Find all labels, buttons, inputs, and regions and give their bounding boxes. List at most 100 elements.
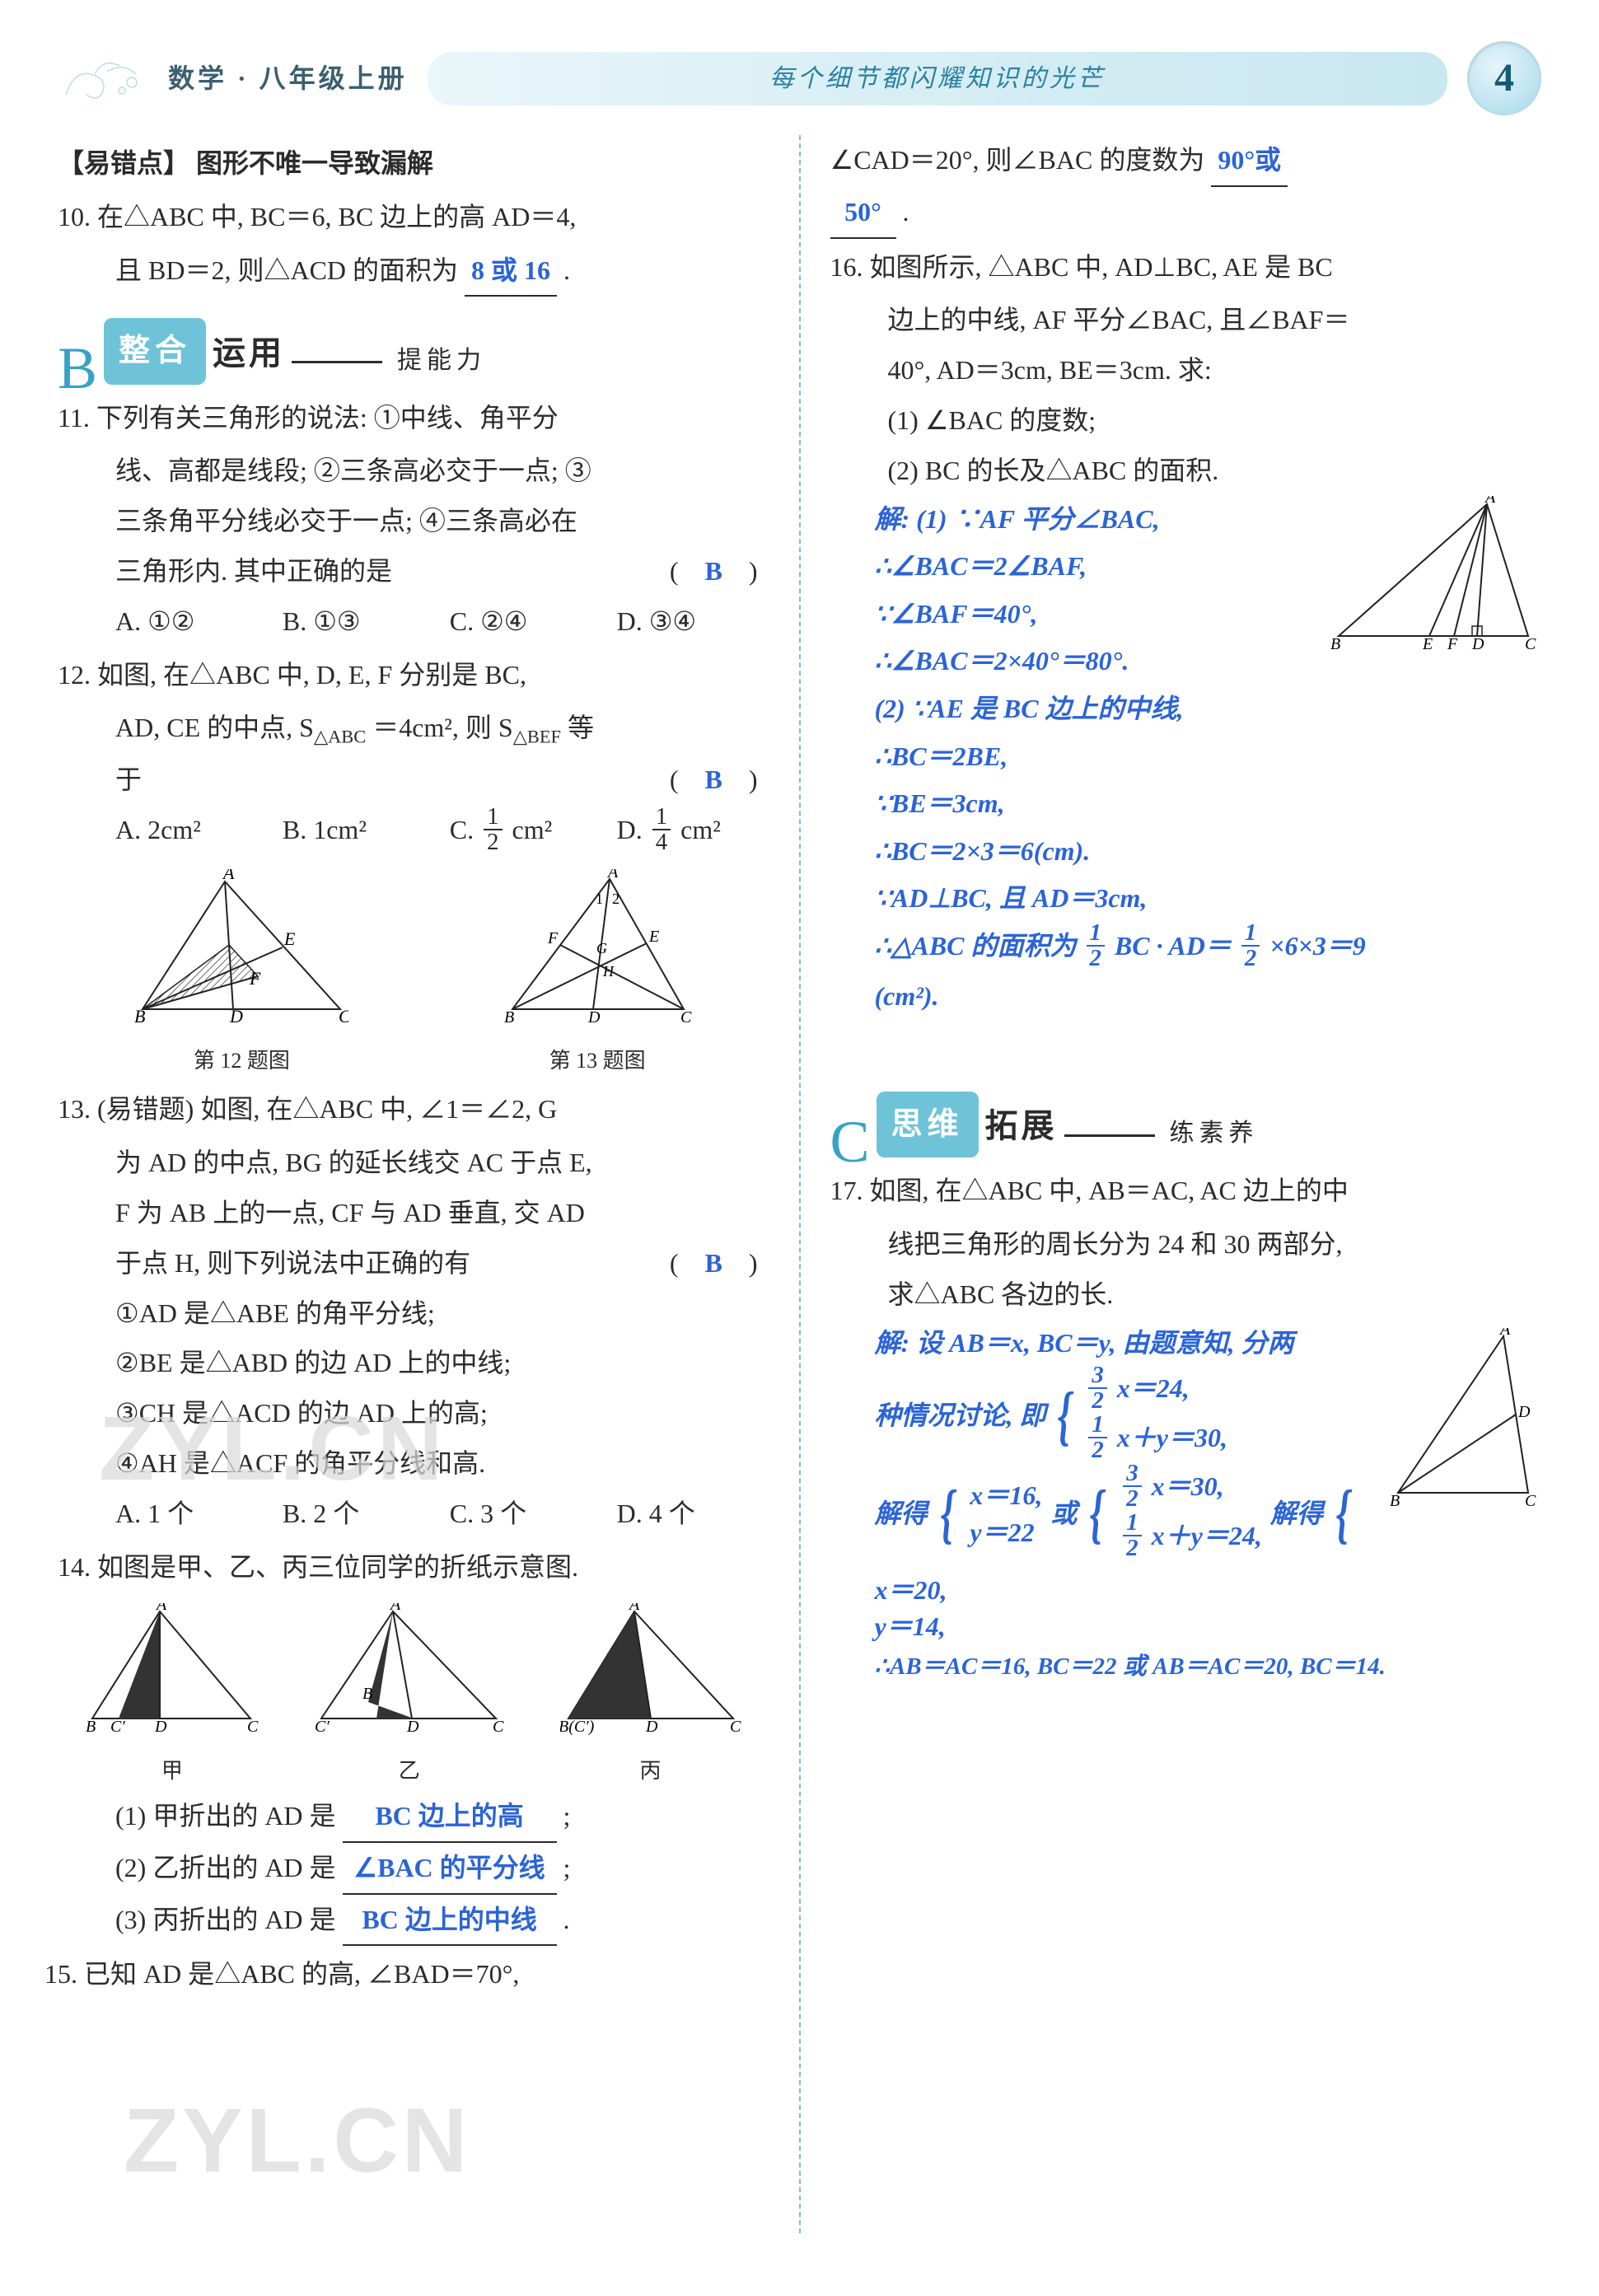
- svg-text:C: C: [1525, 1492, 1536, 1509]
- error-title: 图形不唯一导致漏解: [196, 148, 433, 178]
- svg-text:B(C′): B(C′): [560, 1718, 595, 1735]
- section-b-badge: 整合: [104, 318, 206, 384]
- q11-optD: D. ③④: [617, 596, 769, 647]
- fig17: A D B C: [1388, 1328, 1536, 1526]
- q12-l2: AD, CE 的中点, S△ABC ＝4cm², 则 S△BEF 等: [58, 703, 769, 755]
- s16a-d1: 2: [1087, 947, 1105, 970]
- q11-l2: 线、高都是线段; ②三条高必交于一点; ③: [58, 446, 769, 496]
- q12-optB: B. 1cm²: [283, 805, 435, 857]
- c2l2n: 1: [1123, 1511, 1141, 1536]
- q17-l3: 求△ABC 各边的长.: [830, 1270, 1542, 1320]
- svg-text:B: B: [1390, 1492, 1400, 1509]
- s16a-b: BC · AD＝: [1115, 931, 1232, 961]
- q13-l3: F 为 AB 上的一点, CF 与 AD 垂直, 交 AD: [58, 1188, 769, 1238]
- svg-text:A: A: [155, 1603, 167, 1614]
- q10-line2: 且 BD＝2, 则△ACD 的面积为 8 或 16 .: [58, 245, 769, 297]
- q16-l4: (1) ∠BAC 的度数;: [830, 395, 1542, 446]
- page-number: 4: [1467, 41, 1541, 115]
- svg-text:C: C: [493, 1718, 504, 1735]
- q14-1b: ;: [563, 1801, 571, 1831]
- c2l2t: x＋y＝24,: [1152, 1521, 1262, 1550]
- q10-line1: 10. 在△ABC 中, BC＝6, BC 边上的高 AD＝4,: [58, 192, 769, 242]
- q11-optC: C. ②④: [450, 596, 602, 647]
- section-c-letter: C: [830, 1119, 870, 1167]
- q13-text: 于点 H, 则下列说法中正确的有: [115, 1248, 470, 1278]
- q13-l4: 于点 H, 则下列说法中正确的有 ( B ): [58, 1238, 769, 1288]
- q13-o1: ①AD 是△ABE 的角平分线;: [58, 1288, 769, 1339]
- svg-text:2: 2: [612, 891, 619, 907]
- section-b-heading: B 整合 运用 提能力: [58, 318, 769, 384]
- svg-text:A: A: [1498, 1328, 1511, 1339]
- svg-text:F: F: [249, 968, 261, 989]
- sol16-area: ∴△ABC 的面积为 12 BC · AD＝ 12 ×6×3＝9: [830, 923, 1542, 973]
- res2l2: y＝14,: [875, 1608, 947, 1645]
- svg-text:E: E: [283, 928, 296, 949]
- svg-text:B: B: [362, 1685, 372, 1703]
- q14-l1: 14. 如图是甲、乙、丙三位同学的折纸示意图.: [58, 1542, 769, 1592]
- q13-optD: D. 4 个: [617, 1489, 769, 1539]
- q10-text: 且 BD＝2, 则△ACD 的面积为: [115, 255, 458, 285]
- sol16-9: ∵AD⊥BC, 且 AD＝3cm,: [830, 875, 1542, 923]
- svg-text:C: C: [730, 1718, 741, 1735]
- c1l2d: 2: [1088, 1438, 1106, 1462]
- sol16-6: ∴BC＝2BE,: [830, 733, 1542, 781]
- c1l1t: x＝24,: [1117, 1373, 1190, 1403]
- q16-l5: (2) BC 的长及△ABC 的面积.: [830, 446, 1542, 496]
- svg-text:E: E: [648, 928, 659, 946]
- q16-l1: 16. 如图所示, △ABC 中, AD⊥BC, AE 是 BC: [830, 242, 1542, 292]
- left-column: 【易错点】 图形不唯一导致漏解 10. 在△ABC 中, BC＝6, BC 边上…: [58, 135, 769, 2233]
- svg-text:C′: C′: [110, 1718, 125, 1735]
- q14-1ans: BC 边上的高: [343, 1791, 557, 1843]
- q17-l2: 线把三角形的周长分为 24 和 30 两部分,: [830, 1219, 1542, 1270]
- fig12: A B D C E F 第 12 题图: [134, 869, 348, 1082]
- section-c-sub: 练素养: [1170, 1120, 1259, 1147]
- q12-optD-post: cm²: [680, 815, 721, 844]
- q11-text: 三角形内. 其中正确的是: [115, 556, 392, 586]
- q15-period: .: [903, 197, 909, 227]
- q13-optC: C. 3 个: [450, 1489, 602, 1539]
- svg-text:A: A: [222, 869, 235, 883]
- q11-l3: 三条角平分线必交于一点; ④三条高必在: [58, 496, 769, 546]
- q13-paren: ( B ): [670, 1238, 758, 1288]
- q11-l1: 11. 下列有关三角形的说法: ①中线、角平分: [58, 393, 769, 443]
- section-b-main: 运用: [213, 322, 285, 385]
- error-label: 【易错点】: [58, 148, 189, 178]
- svg-text:F: F: [1447, 635, 1458, 652]
- q12-t2: ＝4cm², 则 S: [372, 713, 513, 742]
- svg-text:D: D: [1471, 635, 1484, 652]
- q13-optB: B. 2 个: [283, 1489, 435, 1539]
- figs-12-13: A B D C E F 第 12 题图 12 A B: [58, 869, 769, 1082]
- svg-text:C′: C′: [315, 1718, 330, 1735]
- q13-optA: A. 1 个: [115, 1489, 268, 1539]
- q12-optC: C. 12 cm²: [450, 805, 602, 857]
- section-c-heading: C 思维 拓展 练素养: [830, 1092, 1542, 1157]
- q15-text: ∠CAD＝20°, 则∠BAC 的度数为: [830, 145, 1205, 175]
- svg-text:E: E: [1422, 635, 1433, 652]
- svg-text:A: A: [606, 869, 619, 881]
- error-point-heading: 【易错点】 图形不唯一导致漏解: [58, 138, 769, 189]
- svg-text:B: B: [1330, 635, 1340, 652]
- q12-paren: ( B ): [670, 755, 758, 805]
- fig14a: A B C′ D C 甲: [86, 1603, 259, 1791]
- svg-text:D: D: [154, 1718, 167, 1735]
- q12-optD-pre: D.: [617, 815, 649, 844]
- svg-text:A: A: [389, 1603, 401, 1614]
- svg-text:D: D: [1517, 1403, 1531, 1421]
- section-c-main: 拓展: [985, 1095, 1058, 1157]
- q14-sub1: (1) 甲折出的 AD 是 BC 边上的高 ;: [58, 1791, 769, 1843]
- q14-3b: .: [563, 1905, 570, 1934]
- q13-o3: ③CH 是△ACD 的边 AD 上的高;: [58, 1388, 769, 1438]
- svg-text:1: 1: [596, 891, 603, 907]
- q10-answer: 8 或 16: [465, 245, 557, 297]
- svg-text:B: B: [86, 1718, 96, 1735]
- c2l2d: 2: [1123, 1536, 1141, 1560]
- s16a-a: ∴△ABC 的面积为: [875, 931, 1077, 961]
- svg-text:D: D: [587, 1008, 601, 1026]
- content-columns: 【易错点】 图形不唯一导致漏解 10. 在△ABC 中, BC＝6, BC 边上…: [58, 135, 1541, 2233]
- fig16: A B E F D C: [1330, 496, 1536, 669]
- q14-sub3: (3) 丙折出的 AD 是 BC 边上的中线 .: [58, 1895, 769, 1947]
- q12-l3: 于 ( B ): [58, 755, 769, 805]
- c1l1n: 3: [1088, 1363, 1106, 1389]
- svg-text:B: B: [134, 1006, 145, 1026]
- q12D-d: 4: [652, 830, 671, 854]
